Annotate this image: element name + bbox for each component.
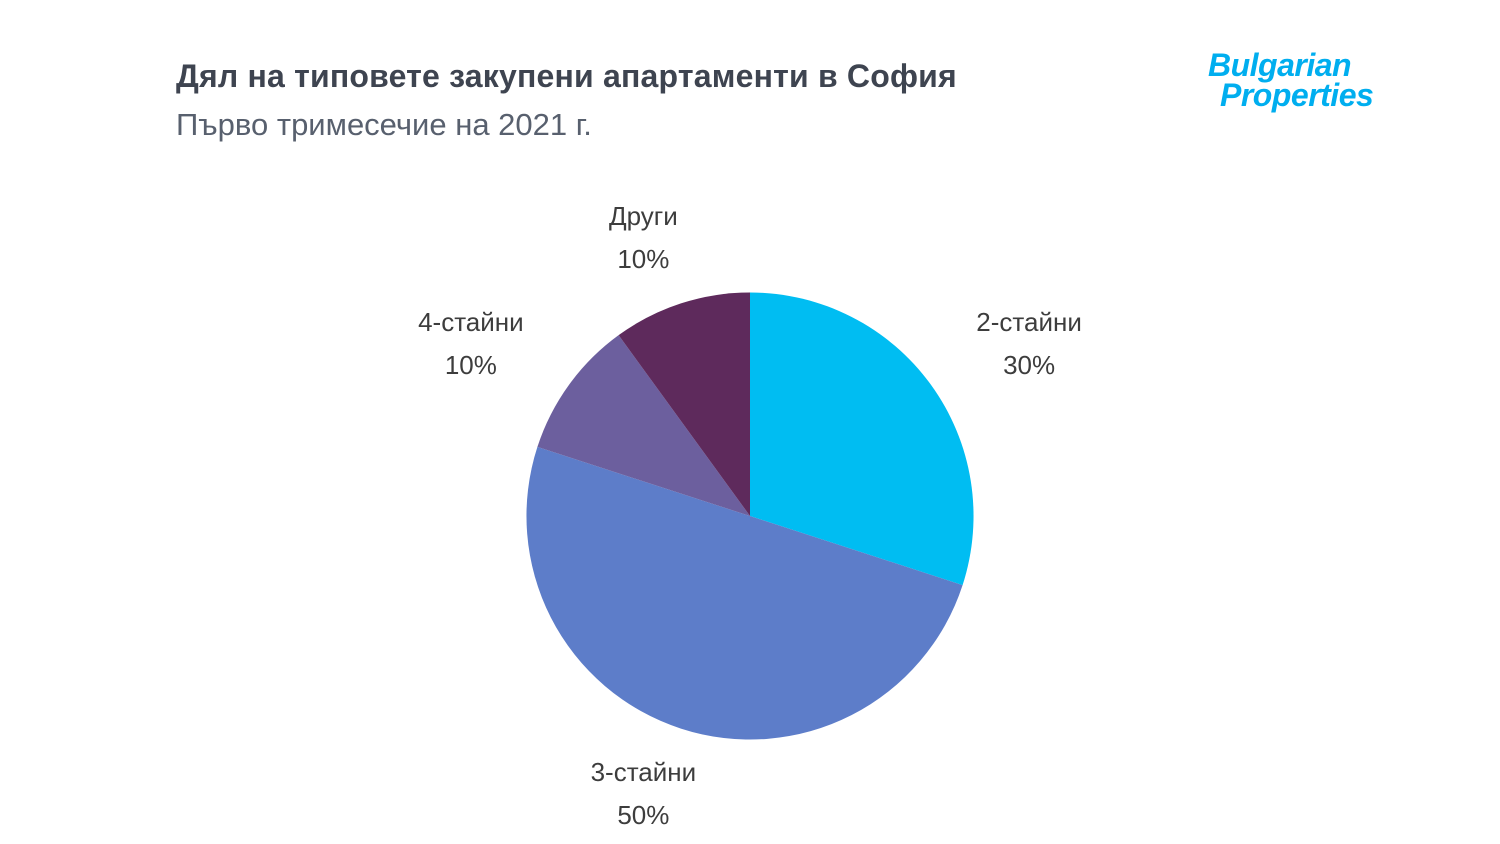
slice-label-name: 2-стайни — [976, 307, 1082, 338]
slice-label-name: 3-стайни — [590, 756, 697, 787]
slice-label-0: 2-стайни 30% — [976, 301, 1082, 387]
page-title: Дял на типовете закупени апартаменти в С… — [176, 58, 957, 94]
page-subtitle: Първо тримесечие на 2021 г. — [176, 107, 592, 142]
pie-slice-1 — [526, 446, 963, 740]
slice-label-value: 30% — [1003, 350, 1056, 381]
slice-label-value: 10% — [444, 350, 497, 381]
header: Дял на типовете закупени апартаменти в С… — [176, 58, 957, 143]
logo-text-line1: Bulgarian — [1208, 47, 1352, 83]
slice-label-name: Други — [608, 201, 678, 232]
slice-label-2: 4-стайни 10% — [418, 301, 524, 387]
pie-chart — [526, 292, 974, 740]
slice-label-name: 4-стайни — [418, 307, 524, 338]
brand-logo: Bulgarian Properties — [1208, 47, 1374, 114]
slice-label-value: 50% — [617, 799, 670, 830]
pie-slice-0 — [750, 292, 974, 586]
slice-label-3: Други 10% — [609, 195, 678, 281]
slice-label-1: 3-стайни 50% — [591, 751, 697, 837]
pie-slice-2 — [537, 335, 750, 516]
slice-label-value: 10% — [617, 244, 670, 275]
logo-text-line2: Properties — [1220, 77, 1374, 114]
pie-slice-3 — [618, 292, 750, 516]
